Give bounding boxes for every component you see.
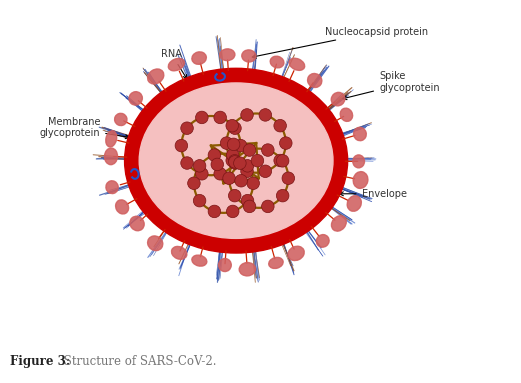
Ellipse shape bbox=[226, 119, 239, 132]
Ellipse shape bbox=[289, 58, 305, 70]
Ellipse shape bbox=[115, 113, 127, 126]
Text: Structure of SARS-CoV-2.: Structure of SARS-CoV-2. bbox=[60, 355, 216, 368]
Ellipse shape bbox=[147, 69, 164, 84]
Ellipse shape bbox=[288, 246, 304, 260]
Ellipse shape bbox=[241, 165, 253, 178]
Ellipse shape bbox=[116, 200, 129, 214]
Ellipse shape bbox=[235, 175, 247, 187]
Ellipse shape bbox=[139, 83, 333, 238]
Ellipse shape bbox=[220, 137, 233, 149]
Ellipse shape bbox=[276, 155, 289, 167]
Ellipse shape bbox=[175, 139, 188, 152]
Ellipse shape bbox=[168, 58, 184, 71]
Ellipse shape bbox=[269, 257, 283, 268]
Ellipse shape bbox=[242, 50, 256, 62]
Ellipse shape bbox=[226, 154, 239, 167]
Ellipse shape bbox=[147, 236, 163, 250]
Ellipse shape bbox=[214, 167, 227, 180]
Ellipse shape bbox=[220, 49, 235, 61]
Ellipse shape bbox=[241, 109, 253, 121]
Ellipse shape bbox=[229, 122, 241, 134]
Ellipse shape bbox=[274, 154, 287, 167]
Ellipse shape bbox=[192, 255, 207, 266]
Ellipse shape bbox=[227, 205, 239, 218]
Ellipse shape bbox=[262, 144, 274, 156]
Ellipse shape bbox=[259, 165, 271, 178]
Ellipse shape bbox=[228, 189, 241, 202]
Ellipse shape bbox=[130, 216, 144, 231]
Ellipse shape bbox=[106, 131, 117, 147]
Ellipse shape bbox=[331, 216, 346, 231]
Ellipse shape bbox=[211, 158, 224, 171]
Ellipse shape bbox=[229, 157, 241, 169]
Ellipse shape bbox=[243, 144, 256, 156]
Ellipse shape bbox=[181, 122, 193, 134]
Ellipse shape bbox=[105, 148, 118, 165]
Ellipse shape bbox=[188, 177, 200, 190]
Text: RNA: RNA bbox=[161, 49, 187, 79]
Ellipse shape bbox=[354, 127, 366, 141]
Ellipse shape bbox=[307, 74, 322, 87]
Ellipse shape bbox=[208, 149, 221, 161]
Ellipse shape bbox=[234, 139, 247, 152]
Ellipse shape bbox=[195, 111, 208, 124]
Ellipse shape bbox=[229, 155, 241, 168]
Ellipse shape bbox=[192, 52, 206, 64]
Text: Envelope: Envelope bbox=[340, 189, 406, 199]
Ellipse shape bbox=[331, 92, 345, 106]
Ellipse shape bbox=[195, 167, 208, 180]
Ellipse shape bbox=[274, 119, 287, 132]
Ellipse shape bbox=[233, 157, 246, 169]
Ellipse shape bbox=[227, 149, 239, 161]
Ellipse shape bbox=[181, 157, 193, 169]
Text: Membrane
glycoprotein: Membrane glycoprotein bbox=[40, 117, 129, 139]
Ellipse shape bbox=[106, 181, 118, 193]
Ellipse shape bbox=[228, 155, 241, 167]
Ellipse shape bbox=[227, 138, 240, 151]
Ellipse shape bbox=[241, 160, 254, 172]
Ellipse shape bbox=[247, 177, 259, 190]
Ellipse shape bbox=[171, 246, 187, 259]
Ellipse shape bbox=[214, 111, 227, 124]
Text: Figure 3:: Figure 3: bbox=[10, 355, 71, 368]
Text: Nucleocapsid protein: Nucleocapsid protein bbox=[252, 27, 428, 58]
Ellipse shape bbox=[347, 196, 362, 211]
Text: Spike
glycoprotein: Spike glycoprotein bbox=[343, 72, 440, 100]
Ellipse shape bbox=[193, 195, 206, 207]
Ellipse shape bbox=[125, 68, 348, 253]
Ellipse shape bbox=[208, 205, 221, 218]
Ellipse shape bbox=[259, 109, 271, 121]
Ellipse shape bbox=[239, 262, 255, 276]
Ellipse shape bbox=[223, 172, 235, 185]
Ellipse shape bbox=[193, 160, 206, 172]
Ellipse shape bbox=[129, 92, 142, 105]
Ellipse shape bbox=[276, 189, 289, 202]
Ellipse shape bbox=[262, 200, 274, 213]
Ellipse shape bbox=[353, 155, 365, 168]
Ellipse shape bbox=[241, 195, 254, 207]
Ellipse shape bbox=[316, 235, 329, 247]
Ellipse shape bbox=[353, 172, 368, 188]
Ellipse shape bbox=[270, 56, 284, 68]
Ellipse shape bbox=[251, 154, 264, 167]
Ellipse shape bbox=[340, 108, 353, 121]
Ellipse shape bbox=[243, 200, 256, 213]
Ellipse shape bbox=[282, 172, 294, 185]
Ellipse shape bbox=[280, 137, 292, 149]
Ellipse shape bbox=[218, 259, 231, 272]
